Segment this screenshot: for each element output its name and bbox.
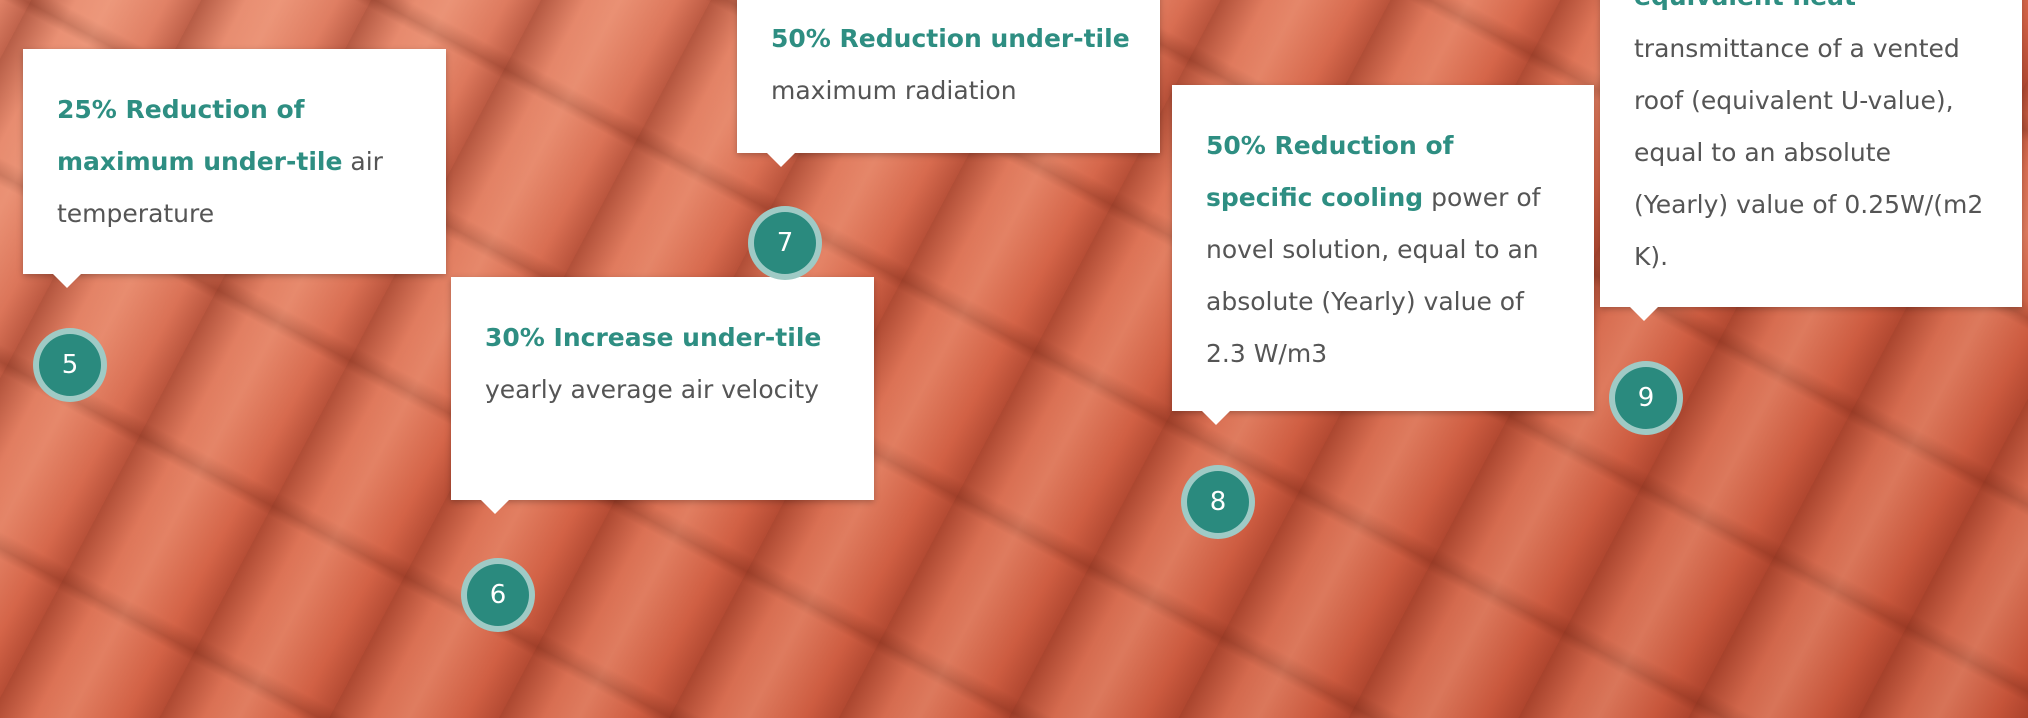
callout-highlight: equivalent heat xyxy=(1634,0,1856,11)
callout-text: power of novel solution, equal to an abs… xyxy=(1206,183,1541,368)
callout-box: 50% Reduction of specific cooling power … xyxy=(1172,85,1594,425)
callout-box: 50% Reduction under-tile maximum radiati… xyxy=(737,0,1160,167)
callout-number[interactable]: 8 xyxy=(1181,465,1255,539)
callout-text: air temperature xyxy=(57,147,383,228)
callout-box: 25% Reduction of maximum under-tile air … xyxy=(23,49,446,288)
callout-text: transmittance of a vented roof (equivale… xyxy=(1634,34,1984,271)
callout-box: 30% Increase under-tile yearly average a… xyxy=(451,277,874,514)
callout-highlight: 30% Increase under-tile xyxy=(485,323,822,352)
callout-number[interactable]: 5 xyxy=(33,328,107,402)
callout-text: maximum radiation xyxy=(771,76,1017,105)
callout-number[interactable]: 6 xyxy=(461,558,535,632)
callout-text: yearly average air velocity xyxy=(485,375,819,404)
callout-highlight: 25% Reduction of maximum under-tile xyxy=(57,95,343,176)
callout-number[interactable]: 7 xyxy=(748,206,822,280)
callout-highlight: 50% Reduction of specific cooling xyxy=(1206,131,1454,212)
callout-box: equivalent heat transmittance of a vente… xyxy=(1600,0,2022,321)
callout-highlight: 50% Reduction under-tile xyxy=(771,24,1130,53)
callout-number[interactable]: 9 xyxy=(1609,361,1683,435)
